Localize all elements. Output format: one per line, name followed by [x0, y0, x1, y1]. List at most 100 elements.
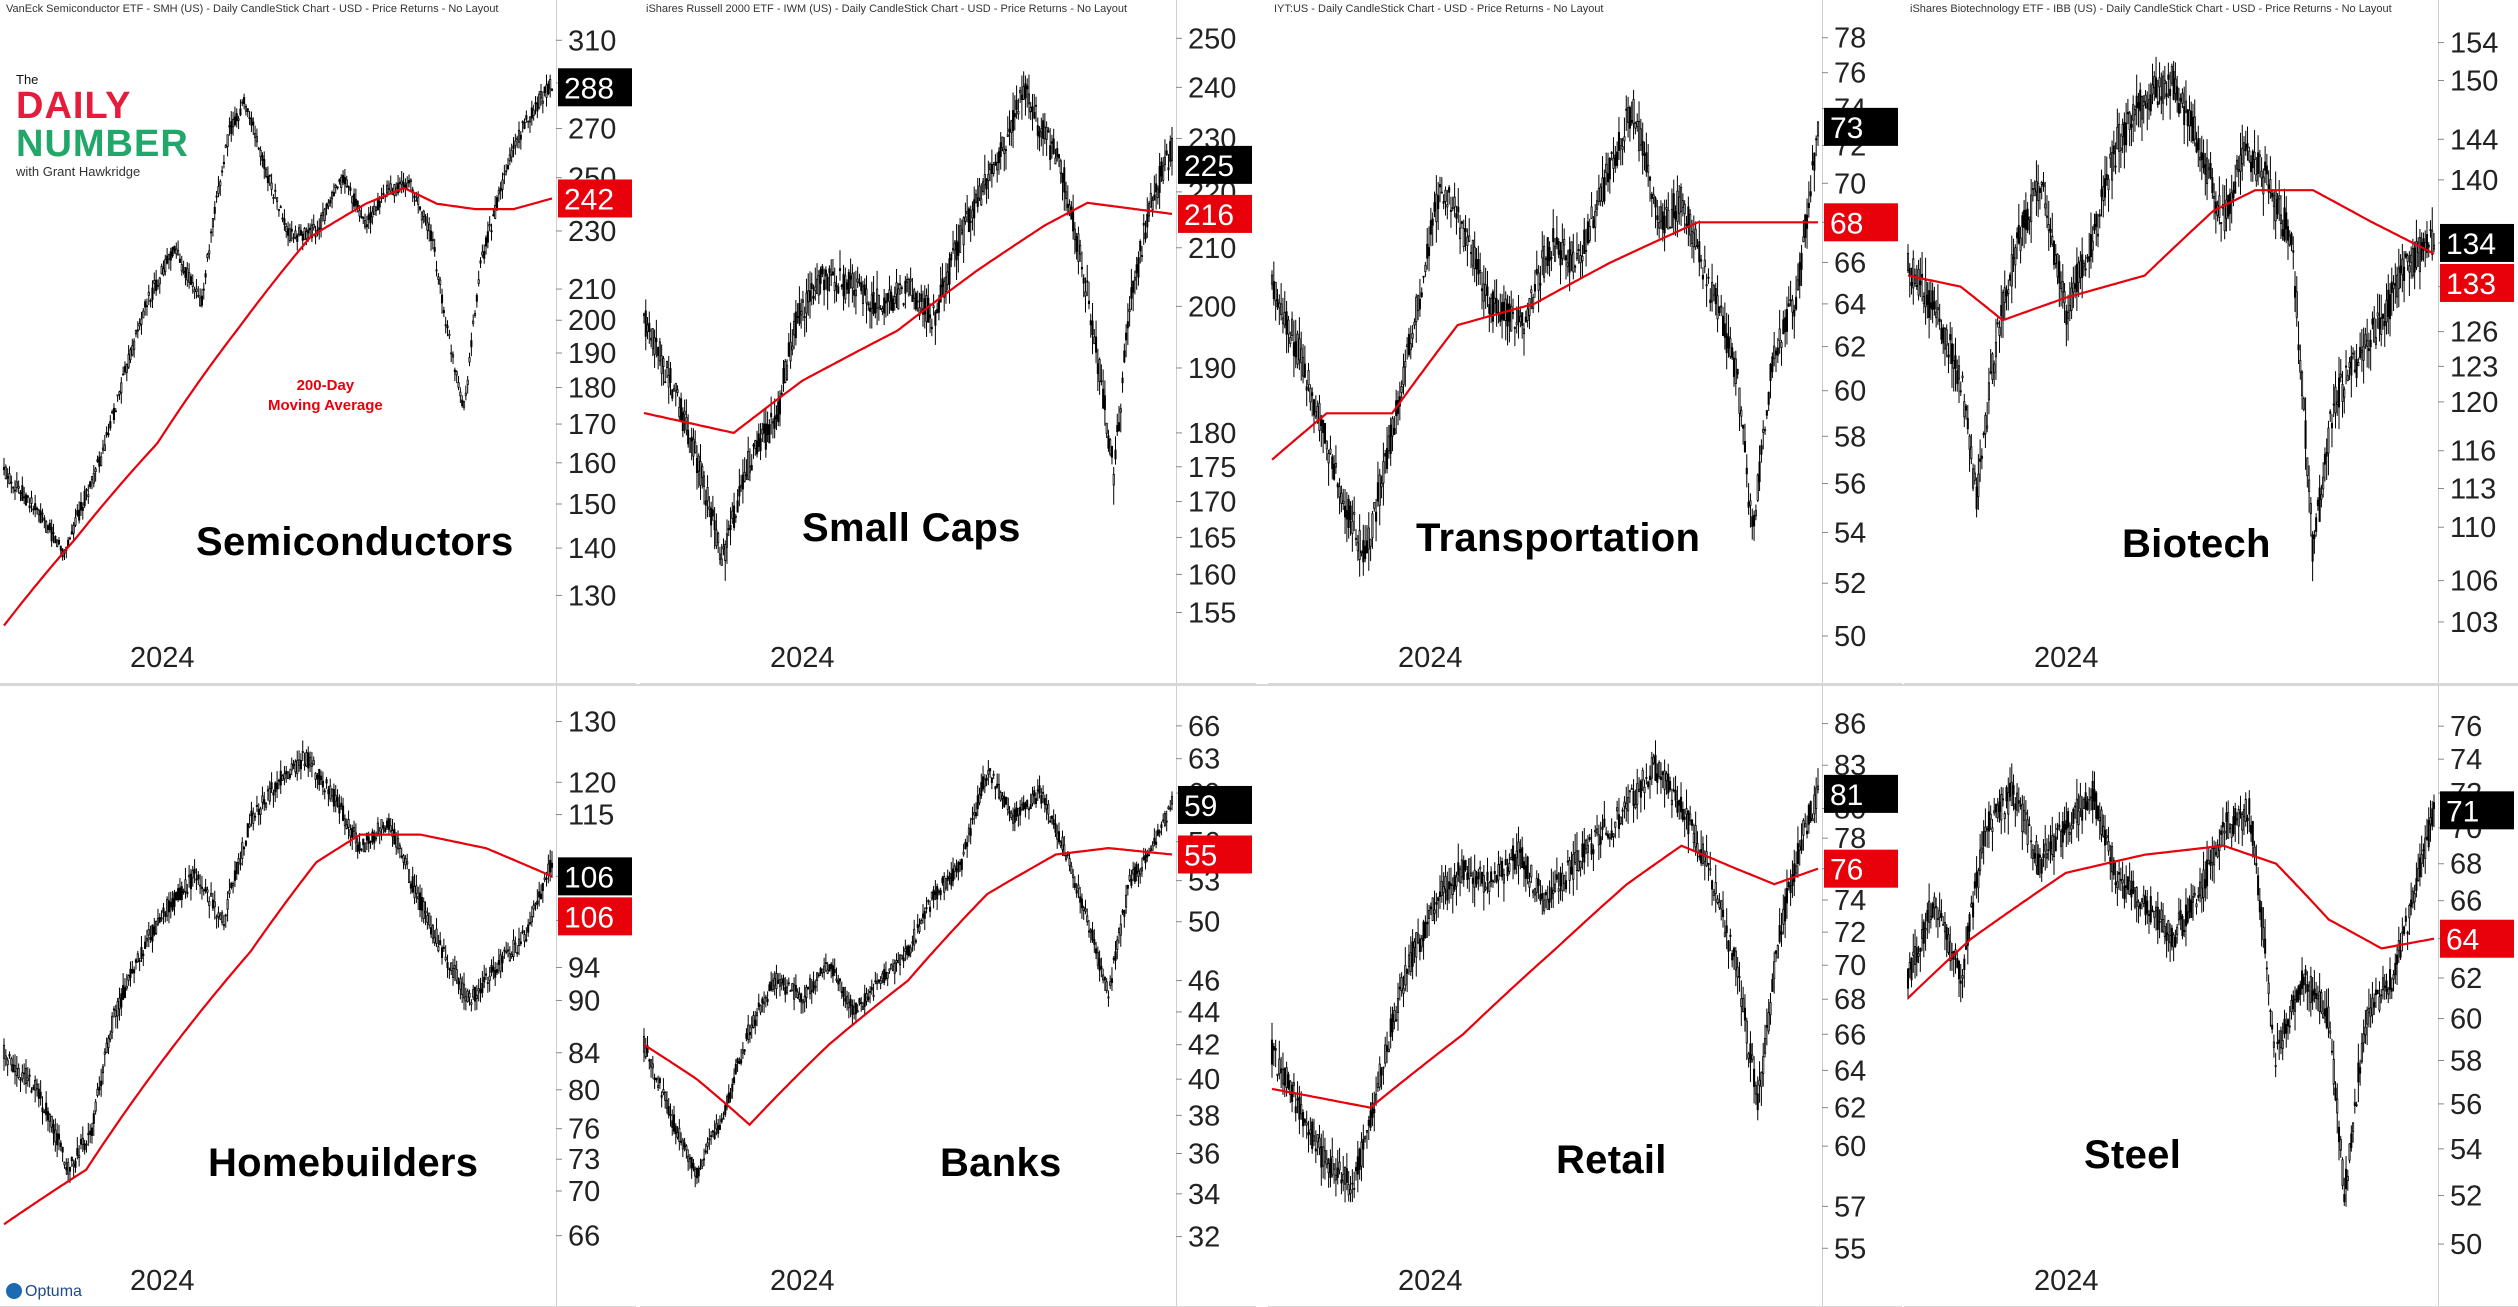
candlestick [2334, 371, 2337, 429]
candlestick [340, 174, 343, 194]
candlestick [1943, 327, 1946, 366]
ma-value-box: 216 [1178, 194, 1252, 233]
candlestick [2070, 812, 2073, 844]
candlestick [127, 974, 130, 986]
candlestick [1608, 157, 1611, 194]
candlestick [129, 347, 132, 364]
candlestick [1785, 869, 1789, 919]
candlestick [2051, 212, 2054, 248]
candlestick [230, 111, 233, 142]
candlestick [516, 944, 519, 957]
candlestick [541, 91, 544, 114]
candlestick [2246, 814, 2249, 834]
candlestick [123, 361, 127, 375]
moving-average-line [1907, 189, 2435, 322]
candlestick [1020, 797, 1023, 812]
candlestick [2311, 977, 2314, 1010]
candlestick [2079, 782, 2082, 818]
candlestick [1922, 292, 1925, 314]
candlestick [2026, 809, 2029, 853]
candlestick [56, 539, 59, 548]
candlestick [281, 774, 284, 781]
candlestick [1096, 946, 1099, 970]
candlestick [321, 202, 324, 222]
candlestick [1661, 770, 1664, 789]
candlestick [2411, 887, 2414, 909]
candlestick [2292, 990, 2295, 1016]
candlestick [1758, 445, 1761, 492]
candlestick [727, 1084, 730, 1104]
candlestick [1491, 879, 1495, 888]
candlestick [2313, 970, 2316, 1003]
candlestick [1163, 810, 1166, 828]
candlestick [1683, 808, 1686, 838]
candlestick [1117, 405, 1121, 432]
candlestick [343, 168, 346, 194]
candlestick [1595, 815, 1599, 837]
candlestick [701, 1159, 704, 1170]
candlestick [687, 1149, 690, 1171]
candlestick [736, 489, 739, 513]
candlestick [1371, 510, 1374, 549]
candlestick [2376, 989, 2379, 995]
candlestick [1926, 282, 1929, 319]
candlestick [2406, 930, 2409, 951]
y-tick-label: 40 [1188, 1064, 1220, 1096]
candlestick [1780, 339, 1783, 366]
candlestick [724, 1104, 727, 1118]
candlestick [2230, 824, 2233, 849]
candlestick [1063, 159, 1066, 211]
candlestick [1940, 319, 1943, 345]
candlestick [325, 776, 328, 789]
candlestick [1933, 286, 1936, 316]
candlestick [1912, 933, 1915, 973]
candlestick [2082, 259, 2085, 277]
candlestick [1075, 232, 1078, 260]
candlestick [1767, 999, 1770, 1035]
candlestick [1110, 445, 1113, 465]
candlestick [2030, 178, 2033, 243]
candlestick [360, 207, 363, 219]
y-tick-label: 310 [568, 25, 616, 57]
candlestick [2337, 1120, 2341, 1161]
candlestick [838, 978, 842, 992]
candlestick [1280, 283, 1283, 321]
candlestick [895, 268, 898, 309]
candlestick [1003, 137, 1006, 172]
candlestick [741, 1041, 744, 1059]
candlestick [1084, 277, 1087, 313]
y-tick-label: 154 [2450, 28, 2498, 60]
candlestick [2088, 787, 2091, 815]
y-tick-label: 60 [1834, 376, 1866, 408]
candlestick [210, 228, 213, 243]
candlestick [112, 1006, 116, 1018]
candlestick [1395, 1005, 1398, 1023]
candlestick [1641, 767, 1644, 792]
candlestick [1422, 275, 1425, 284]
candlestick [2181, 88, 2184, 109]
y-tick-label: 140 [2450, 165, 2498, 197]
candlestick [1921, 252, 1924, 302]
candlestick [380, 819, 383, 841]
candlestick [1789, 869, 1792, 906]
candlestick [1475, 248, 1478, 287]
candlestick [964, 838, 967, 850]
candlestick [2394, 953, 2397, 984]
candlestick [1906, 967, 1910, 1000]
candlestick [1400, 380, 1403, 399]
y-tick-label: 58 [2450, 1045, 2482, 1077]
candlestick [1648, 765, 1652, 799]
sector-label: Biotech [2122, 522, 2271, 566]
candlestick [959, 859, 962, 872]
candlestick [2052, 240, 2056, 270]
candlestick [232, 111, 235, 136]
candlestick [1270, 270, 1274, 290]
candlestick [2188, 95, 2191, 141]
candlestick [1674, 205, 1677, 236]
candlestick [1003, 791, 1006, 808]
candlestick [2121, 861, 2124, 899]
candlestick [539, 884, 543, 900]
candlestick [1153, 175, 1156, 201]
moving-average-line [1271, 221, 1818, 461]
candlestick [136, 950, 139, 963]
